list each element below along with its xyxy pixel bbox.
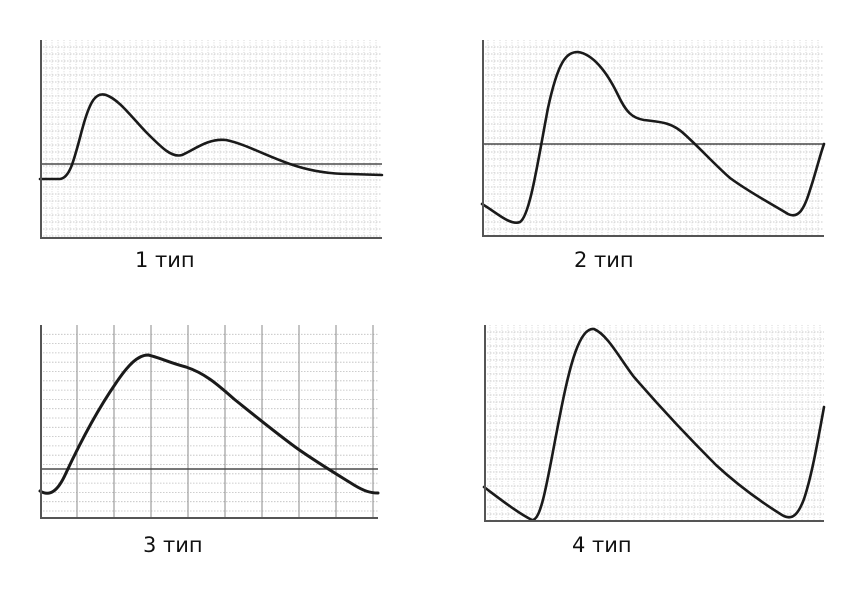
waveform-chart-4 bbox=[482, 325, 826, 522]
grid-4 bbox=[484, 325, 824, 521]
waveform-curve-3 bbox=[38, 353, 380, 495]
panel-type-1: 1 тип bbox=[38, 40, 384, 272]
grid-3 bbox=[40, 325, 378, 518]
waveform-chart-2 bbox=[480, 40, 826, 237]
panel-type-2: 2 тип bbox=[480, 40, 826, 272]
panel-label-4: 4 тип bbox=[572, 533, 632, 557]
grid-1 bbox=[40, 40, 382, 238]
waveform-curve-1 bbox=[38, 93, 384, 181]
waveform-curve-4 bbox=[482, 327, 826, 522]
panel-type-4: 4 тип bbox=[482, 325, 826, 557]
panel-label-1: 1 тип bbox=[135, 248, 195, 272]
waveform-curve-2 bbox=[480, 50, 826, 224]
panel-label-2: 2 тип bbox=[574, 248, 634, 272]
waveform-chart-3 bbox=[38, 325, 380, 519]
grid-2 bbox=[482, 40, 824, 236]
panel-label-3: 3 тип bbox=[143, 533, 203, 557]
waveform-chart-1 bbox=[38, 40, 384, 239]
panel-type-3: 3 тип bbox=[38, 325, 380, 557]
